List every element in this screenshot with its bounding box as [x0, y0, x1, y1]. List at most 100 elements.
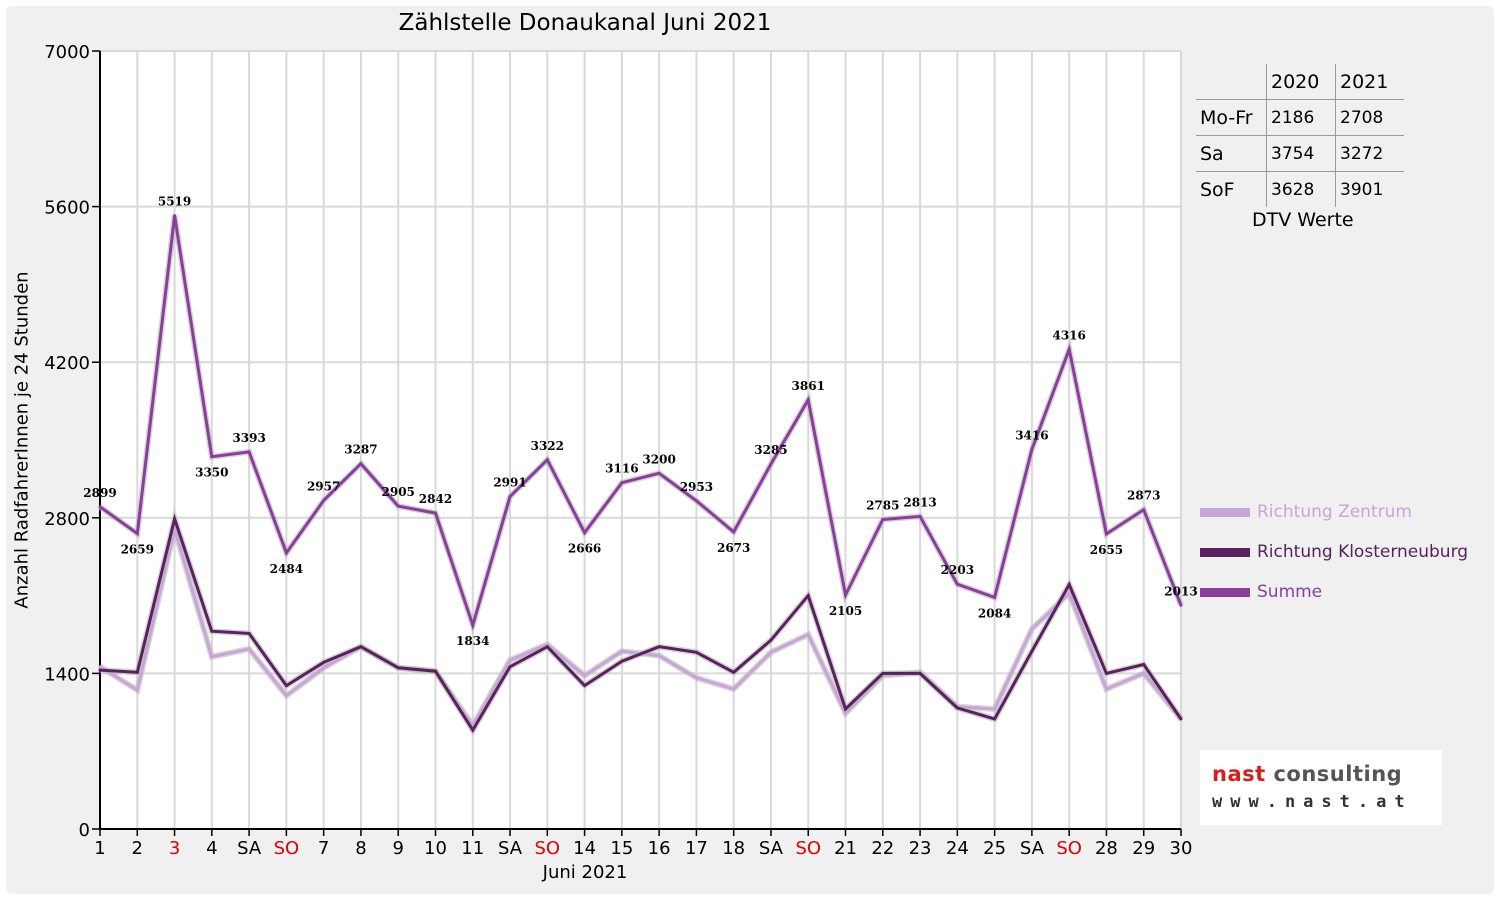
data-point [844, 707, 848, 711]
data-point [620, 649, 624, 653]
x-tick-label: 8 [355, 838, 366, 859]
data-label: 2785 [866, 498, 899, 512]
data-point [732, 530, 736, 534]
x-axis-label: Juni 2021 [542, 862, 628, 883]
dtv-cell: 3628 [1266, 171, 1336, 207]
x-tick-label: SO [274, 838, 300, 859]
data-point [210, 655, 214, 659]
data-point [210, 455, 214, 459]
x-tick-label: 17 [685, 838, 708, 859]
data-label: 2659 [121, 542, 154, 556]
x-tick-label: 25 [983, 838, 1006, 859]
data-point [135, 531, 139, 535]
data-point [1030, 447, 1034, 451]
data-point [1067, 582, 1071, 586]
data-point [881, 671, 885, 675]
data-label: 2484 [270, 562, 303, 576]
data-point [1179, 717, 1183, 721]
data-point [322, 498, 326, 502]
data-label: 3116 [605, 462, 638, 476]
data-point [918, 514, 922, 518]
data-point [98, 668, 102, 672]
data-point [247, 647, 251, 651]
dtv-row-label: Sa [1196, 135, 1267, 172]
data-point [247, 631, 251, 635]
data-label: 5519 [158, 195, 191, 209]
data-point [1142, 671, 1146, 675]
dtv-caption: DTV Werte [1252, 209, 1354, 231]
data-point [657, 654, 661, 658]
x-tick-label: 11 [461, 838, 484, 859]
data-label: 2013 [1164, 584, 1197, 598]
logo-brand-grey: consulting [1265, 762, 1403, 786]
x-tick-label: 4 [206, 838, 217, 859]
data-point [322, 660, 326, 664]
data-point [545, 645, 549, 649]
dtv-row-label: Mo-Fr [1196, 99, 1267, 136]
legend: Richtung Zentrum Richtung Klosterneuburg… [1200, 492, 1468, 612]
y-tick-label: 0 [79, 820, 90, 841]
data-label: 2957 [307, 479, 340, 493]
data-point [284, 694, 288, 698]
legend-swatch-zentrum [1200, 507, 1250, 517]
data-point [1030, 627, 1034, 631]
data-point [1179, 603, 1183, 607]
data-point [620, 659, 624, 663]
data-point [1104, 687, 1108, 691]
x-tick-label: 21 [834, 838, 857, 859]
data-point [955, 706, 959, 710]
legend-label-summe: Summe [1257, 582, 1323, 602]
x-tick-label: 22 [871, 838, 894, 859]
data-point [322, 666, 326, 670]
y-tick-label: 2800 [44, 509, 90, 530]
series-line-summe [99, 215, 1183, 631]
dtv-header-2020: 2020 [1266, 64, 1336, 100]
data-point [396, 666, 400, 670]
data-label: 3350 [195, 466, 228, 480]
data-point [657, 471, 661, 475]
data-label: 3861 [792, 379, 825, 393]
dtv-header-2021: 2021 [1335, 64, 1404, 100]
dtv-header-blank [1196, 64, 1267, 100]
x-tick-label: 9 [392, 838, 403, 859]
data-point [806, 633, 810, 636]
data-point [433, 669, 437, 673]
legend-swatch-klosterneuburg [1200, 547, 1250, 557]
data-point [1030, 649, 1034, 653]
x-tick-label: 2 [132, 838, 143, 859]
data-point [173, 214, 177, 218]
y-tick-label: 4200 [44, 353, 90, 374]
data-point [135, 688, 139, 692]
x-tick-label: 29 [1132, 838, 1155, 859]
data-point [359, 462, 363, 466]
data-point [508, 658, 512, 662]
dtv-table: 2020 2021 Mo-Fr 2186 2708 Sa 3754 3272 S… [1196, 64, 1404, 207]
data-point [1104, 532, 1108, 536]
data-label: 3393 [232, 431, 265, 445]
data-label: 2084 [978, 606, 1011, 620]
data-point [732, 687, 736, 691]
data-label: 3322 [531, 439, 564, 453]
data-point [769, 638, 773, 642]
x-tick-label: 10 [424, 838, 447, 859]
data-label: 2673 [717, 541, 750, 555]
dtv-row-sa: Sa 3754 3272 [1196, 135, 1404, 172]
logo-brand: nast consulting [1212, 762, 1402, 786]
legend-label-zentrum: Richtung Zentrum [1257, 502, 1412, 522]
data-label: 4316 [1052, 328, 1085, 342]
data-point [769, 650, 773, 654]
x-tick-label: SA [759, 838, 784, 859]
data-point [508, 665, 512, 669]
data-label: 2666 [568, 542, 601, 556]
dtv-cell: 2708 [1335, 99, 1404, 136]
x-tick-label: 30 [1170, 838, 1193, 859]
dtv-row-sof: SoF 3628 3901 [1196, 171, 1404, 207]
data-point [769, 462, 773, 466]
data-point [471, 728, 475, 732]
data-point [284, 551, 288, 555]
dtv-cell: 3754 [1266, 135, 1336, 172]
legend-label-klosterneuburg: Richtung Klosterneuburg [1257, 542, 1469, 562]
dtv-cell: 3901 [1335, 171, 1404, 207]
y-axis-label: Anzahl RadfahrerInnen je 24 Stunden [11, 271, 33, 609]
